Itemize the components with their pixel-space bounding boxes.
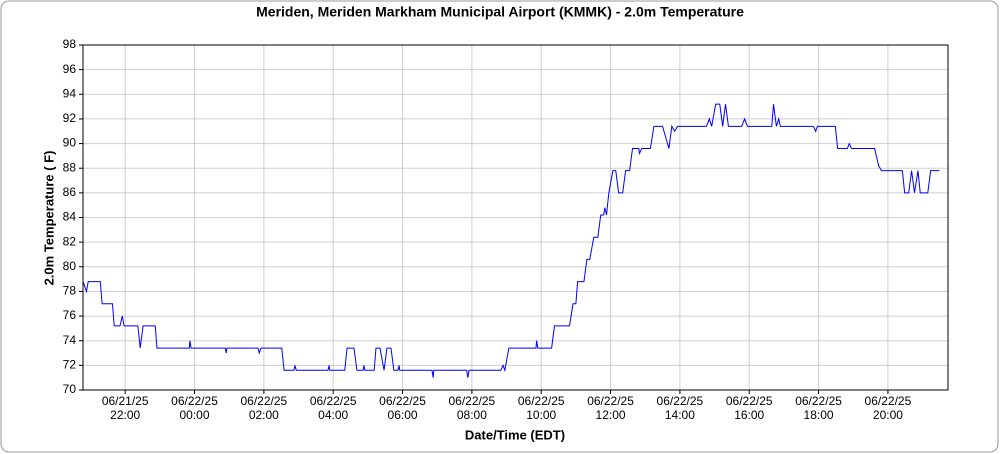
x-tick-label: 10:00 — [526, 408, 556, 422]
y-axis-label: 2.0m Temperature ( F) — [41, 151, 56, 286]
x-tick-label: 06/22/25 — [240, 394, 287, 408]
x-tick-label: 06/22/25 — [449, 394, 496, 408]
x-tick-label: 00:00 — [180, 408, 210, 422]
x-tick-label: 08:00 — [457, 408, 487, 422]
y-tick-label: 98 — [63, 37, 77, 51]
x-tick-label: 06/22/25 — [518, 394, 565, 408]
x-tick-label: 06/22/25 — [379, 394, 426, 408]
x-tick-label: 18:00 — [804, 408, 834, 422]
x-tick-label: 06/22/25 — [171, 394, 218, 408]
x-tick-label: 04:00 — [318, 408, 348, 422]
plot-border — [82, 44, 949, 391]
x-tick-label: 06/21/25 — [102, 394, 149, 408]
x-tick-label: 06/22/25 — [865, 394, 912, 408]
y-tick-label: 76 — [63, 308, 77, 322]
x-tick-label: 06:00 — [388, 408, 418, 422]
y-tick-label: 86 — [63, 185, 77, 199]
y-tick-label: 90 — [63, 136, 77, 150]
x-tick-label: 14:00 — [665, 408, 695, 422]
x-tick-label: 06/22/25 — [657, 394, 704, 408]
y-tick-label: 88 — [63, 160, 77, 174]
x-tick-label: 16:00 — [734, 408, 764, 422]
y-tick-label: 82 — [63, 234, 77, 248]
x-tick-label: 06/22/25 — [795, 394, 842, 408]
y-tick-label: 80 — [63, 259, 77, 273]
chart-title: Meriden, Meriden Markham Municipal Airpo… — [256, 4, 744, 20]
x-tick-label: 02:00 — [249, 408, 279, 422]
x-tick-label: 20:00 — [873, 408, 903, 422]
y-tick-label: 70 — [63, 382, 77, 396]
y-tick-label: 94 — [63, 86, 77, 100]
x-axis-label: Date/Time (EDT) — [465, 427, 565, 442]
y-tick-label: 72 — [63, 358, 77, 372]
y-tick-label: 74 — [63, 333, 77, 347]
x-tick-label: 22:00 — [110, 408, 140, 422]
temperature-line — [82, 103, 940, 378]
y-tick-label: 84 — [63, 210, 77, 224]
x-tick-label: 06/22/25 — [587, 394, 634, 408]
y-tick-label: 78 — [63, 284, 77, 298]
x-tick-label: 12:00 — [596, 408, 626, 422]
y-tick-label: 96 — [63, 62, 77, 76]
x-tick-label: 06/22/25 — [310, 394, 357, 408]
x-tick-label: 06/22/25 — [726, 394, 773, 408]
y-tick-label: 92 — [63, 111, 77, 125]
